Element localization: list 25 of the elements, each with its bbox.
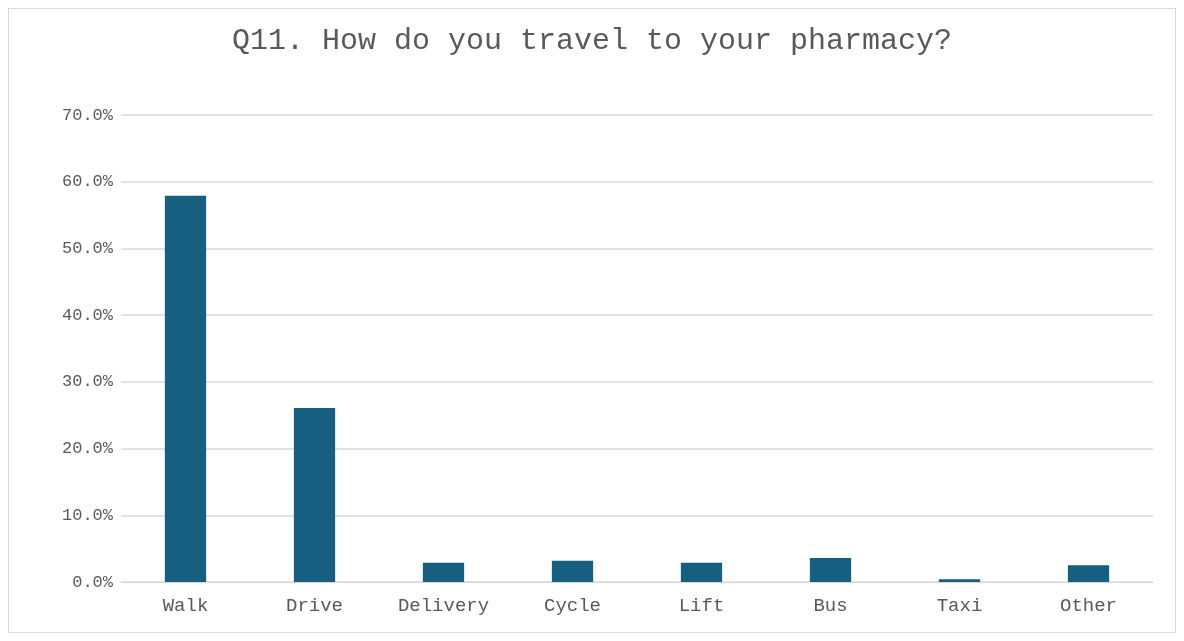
bar [422, 562, 465, 582]
y-tick-label: 60.0% [61, 172, 114, 192]
x-tick-label: Cycle [543, 594, 602, 617]
y-tick-label: 0.0% [72, 572, 114, 592]
bar [293, 407, 336, 582]
x-tick-label: Lift [678, 594, 725, 617]
x-tick-label: Delivery [397, 594, 490, 617]
x-tick-label: Bus [813, 594, 848, 617]
y-tick-label: 20.0% [61, 439, 114, 459]
y-tick-label: 70.0% [61, 105, 114, 125]
bar [551, 560, 594, 582]
bar [680, 562, 723, 582]
bar [1067, 565, 1110, 582]
bar [809, 557, 852, 582]
chart-title: Q11. How do you travel to your pharmacy? [231, 24, 953, 58]
y-tick-label: 10.0% [61, 505, 114, 525]
bar [164, 195, 207, 582]
y-tick-label: 50.0% [61, 238, 114, 258]
bar [938, 579, 981, 582]
x-tick-label: Taxi [936, 594, 983, 617]
y-tick-label: 40.0% [61, 305, 114, 325]
x-tick-label: Drive [285, 594, 344, 617]
y-tick-label: 30.0% [61, 372, 114, 392]
x-tick-label: Walk [162, 594, 209, 617]
x-tick-label: Other [1059, 594, 1118, 617]
